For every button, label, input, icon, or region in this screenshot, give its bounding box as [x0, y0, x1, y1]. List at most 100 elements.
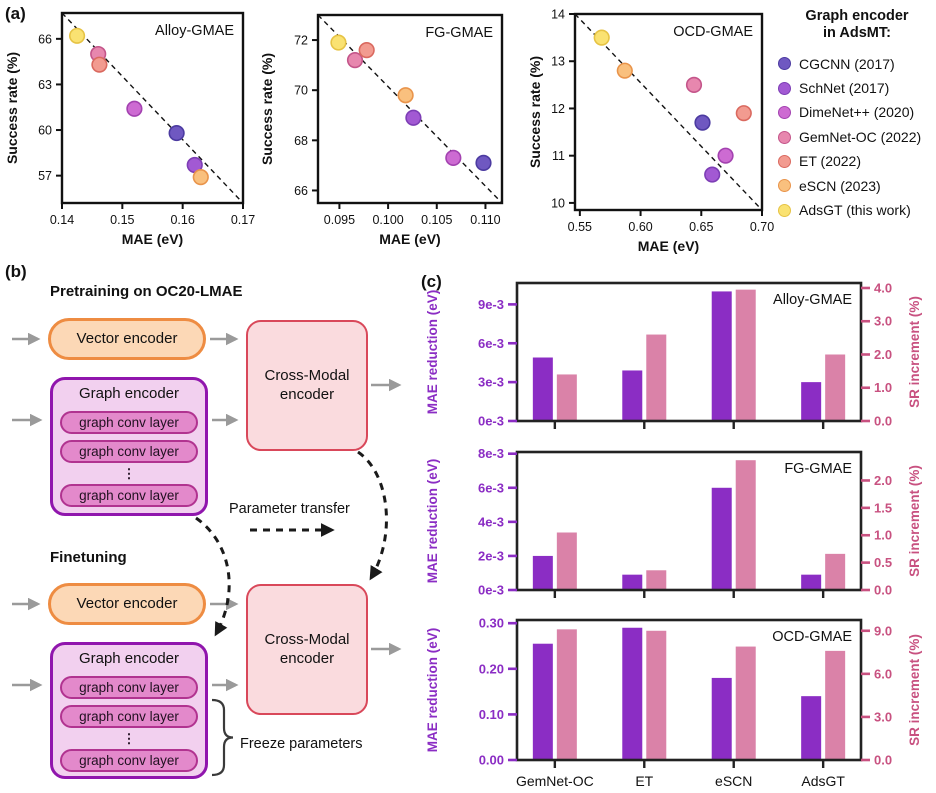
graph-encoder-box-pretrain: Graph encoder graph conv layer graph con… — [50, 377, 208, 516]
svg-text:70: 70 — [294, 84, 308, 98]
vector-encoder-box-pretrain: Vector encoder — [48, 318, 206, 360]
svg-text:2e-3: 2e-3 — [478, 548, 504, 563]
svg-text:MAE (eV): MAE (eV) — [638, 238, 699, 254]
svg-text:13: 13 — [551, 55, 565, 69]
pretraining-title: Pretraining on OC20-LMAE — [50, 283, 243, 300]
panel-a-label: (a) — [5, 4, 26, 23]
vector-encoder-label: Vector encoder — [76, 329, 178, 347]
vector-encoder-box-finetune: Vector encoder — [48, 583, 206, 625]
legend-item: CGCNN (2017) — [778, 52, 936, 76]
legend-item-label: CGCNN (2017) — [799, 55, 895, 72]
svg-text:8e-3: 8e-3 — [478, 446, 504, 461]
svg-text:0.17: 0.17 — [231, 213, 255, 227]
svg-text:4e-3: 4e-3 — [478, 514, 504, 529]
legend-marker — [778, 130, 791, 144]
chart-svg: 0.55 0.60 0.65 0.70 10 11 12 13 14 MAE (eV) Succes… — [527, 8, 774, 255]
cross-modal-box-pretrain: Cross-Modal encoder — [246, 320, 368, 451]
svg-text:0.00: 0.00 — [479, 753, 504, 768]
svg-text:MAE reduction (eV): MAE reduction (eV) — [425, 459, 440, 584]
svg-text:6.0: 6.0 — [874, 666, 892, 681]
chart-svg: 0.14 0.15 0.16 0.17 57 60 63 66 MAE (eV) Success … — [4, 11, 255, 247]
legend-item: SchNet (2017) — [778, 76, 936, 100]
panel-b-label: (b) — [5, 262, 27, 281]
svg-text:3e-3: 3e-3 — [478, 375, 504, 390]
svg-text:SR increment (%): SR increment (%) — [907, 465, 922, 577]
svg-text:68: 68 — [294, 134, 308, 148]
ellipsis-dots: ⋮ — [122, 466, 136, 481]
svg-text:MAE (eV): MAE (eV) — [122, 231, 183, 247]
conv-layer-pill: graph conv layer — [60, 484, 198, 507]
svg-text:Success rate (%): Success rate (%) — [527, 56, 543, 168]
svg-text:0.100: 0.100 — [372, 213, 403, 227]
svg-text:OCD-GMAE: OCD-GMAE — [772, 629, 852, 645]
svg-text:6e-3: 6e-3 — [478, 336, 504, 351]
legend-item-label: AdsGT (this work) — [799, 201, 911, 218]
legend-marker — [778, 155, 791, 169]
vector-encoder-label: Vector encoder — [76, 594, 178, 612]
scatter-fg-gmae: 0.095 0.100 0.105 0.110 66 68 70 72 MAE (eV) Succ… — [259, 0, 555, 260]
svg-text:FG-GMAE: FG-GMAE — [425, 25, 493, 41]
legend-marker — [778, 81, 791, 95]
graph-encoder-label: Graph encoder — [78, 385, 180, 402]
svg-text:eSCN: eSCN — [715, 773, 752, 789]
parameter-transfer-label: Parameter transfer — [229, 501, 350, 517]
svg-text:AdsGT: AdsGT — [801, 773, 845, 789]
svg-text:10: 10 — [551, 196, 565, 210]
transfer-curve-cross-modal — [357, 450, 388, 581]
legend-item: AdsGT (this work) — [778, 198, 936, 222]
legend-item: ET (2022) — [778, 149, 936, 173]
svg-text:0.20: 0.20 — [479, 661, 504, 676]
svg-text:0e-3: 0e-3 — [478, 583, 504, 598]
svg-text:1.0: 1.0 — [874, 528, 892, 543]
conv-layer-pill: graph conv layer — [60, 705, 198, 728]
svg-text:0.15: 0.15 — [110, 213, 134, 227]
bar-ocd-gmae: GemNet-OC ET eSCN AdsGT 0.00 0.10 0.20 0.30 0.0 3… — [420, 602, 936, 793]
svg-text:0.16: 0.16 — [170, 213, 194, 227]
legend-item: GemNet-OC (2022) — [778, 125, 936, 149]
svg-text:SR increment (%): SR increment (%) — [907, 296, 922, 408]
svg-text:9e-3: 9e-3 — [478, 297, 504, 312]
svg-text:1.0: 1.0 — [874, 380, 892, 395]
panel-c-label: (c) — [421, 272, 442, 291]
svg-text:0.110: 0.110 — [470, 213, 500, 227]
svg-text:0.0: 0.0 — [874, 414, 892, 429]
conv-layer-pill: graph conv layer — [60, 411, 198, 434]
svg-text:0.0: 0.0 — [874, 753, 892, 768]
svg-text:OCD-GMAE: OCD-GMAE — [673, 24, 753, 40]
chart-svg: 0e-3 2e-3 4e-3 6e-3 8e-3 0.0 0.5 1.0 1.5 2.0 FG-GM… — [425, 446, 922, 598]
svg-text:72: 72 — [294, 34, 308, 48]
svg-text:Alloy-GMAE: Alloy-GMAE — [155, 23, 234, 39]
svg-text:2.0: 2.0 — [874, 473, 892, 488]
svg-text:MAE (eV): MAE (eV) — [379, 231, 440, 247]
svg-text:0.5: 0.5 — [874, 555, 892, 570]
svg-text:66: 66 — [294, 184, 308, 198]
graph-encoder-legend: Graph encoder in AdsMT: CGCNN (2017) SchN… — [778, 8, 936, 223]
svg-text:9.0: 9.0 — [874, 623, 892, 638]
chart-svg: 0.095 0.100 0.105 0.110 66 68 70 72 MAE (eV) Succ… — [259, 13, 504, 247]
legend-marker — [778, 179, 791, 193]
conv-layer-pill: graph conv layer — [60, 440, 198, 463]
bar-alloy-gmae: 0e-3 3e-3 6e-3 9e-3 0.0 1.0 2.0 3.0 4.0 Alloy-GMA… — [420, 265, 936, 442]
legend-title-line2: in AdsMT: — [823, 25, 891, 42]
svg-text:60: 60 — [38, 124, 52, 138]
svg-text:0.10: 0.10 — [479, 707, 504, 722]
svg-text:0.65: 0.65 — [689, 220, 713, 234]
legend-item: eSCN (2023) — [778, 174, 936, 198]
svg-text:66: 66 — [38, 32, 52, 46]
legend-marker — [778, 106, 791, 120]
svg-text:4.0: 4.0 — [874, 280, 892, 295]
scatter-alloy-gmae: 0.14 0.15 0.16 0.17 57 60 63 66 MAE (eV) Success … — [0, 0, 290, 260]
svg-text:ET: ET — [635, 773, 653, 789]
svg-text:57: 57 — [38, 169, 52, 183]
cross-modal-box-finetune: Cross-Modal encoder — [246, 584, 368, 715]
svg-text:Success rate (%): Success rate (%) — [260, 53, 275, 165]
svg-text:11: 11 — [552, 149, 565, 163]
svg-text:GemNet-OC: GemNet-OC — [516, 773, 594, 789]
conv-layer-pill: graph conv layer — [60, 749, 198, 772]
freeze-parameters-label: Freeze parameters — [240, 736, 363, 752]
legend-marker — [778, 57, 791, 71]
svg-text:63: 63 — [38, 78, 52, 92]
finetuning-title: Finetuning — [50, 549, 127, 566]
svg-text:Alloy-GMAE: Alloy-GMAE — [773, 292, 852, 308]
svg-text:3.0: 3.0 — [874, 314, 892, 329]
